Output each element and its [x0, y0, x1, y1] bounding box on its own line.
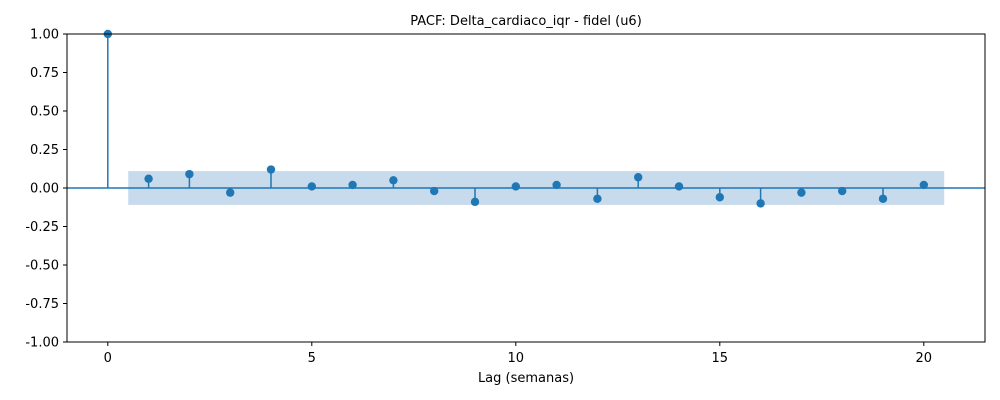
y-tick-label: 0.75 [30, 66, 59, 81]
x-tick-label-10: 10 [508, 351, 525, 366]
stem-marker-lag-8 [430, 186, 439, 196]
stem-marker-lag-12 [593, 194, 602, 203]
x-tick-label-5: 5 [308, 351, 316, 366]
stem-marker-lag-1 [144, 174, 153, 183]
y-ticks: -1.00 -0.75 -0.50 -0.25 0.00 0.25 0.50 0.75 1.00 [25, 28, 67, 351]
stem-marker-lag-14 [674, 182, 684, 191]
y-tick-label: -0.50 [25, 259, 59, 274]
stem-marker-lag-4 [266, 165, 276, 174]
x-ticks: 0 5 10 15 20 [104, 342, 932, 366]
x-tick-label-0: 0 [104, 351, 112, 366]
y-tick-label: -1.00 [25, 336, 59, 351]
y-tick-label: 0.00 [30, 182, 59, 197]
y-tick-label: 0.50 [30, 105, 59, 120]
y-tick-label: -0.25 [25, 220, 59, 235]
stem-marker-lag-11 [552, 180, 561, 190]
stem-marker-lag-13 [634, 173, 643, 182]
y-tick-label: -0.75 [25, 297, 59, 312]
stem-marker-lag-10 [511, 182, 520, 191]
stem-marker-lag-3 [226, 188, 235, 197]
stem-marker-lag-19 [878, 194, 888, 203]
y-tick-label: 0.25 [30, 143, 59, 158]
stem-marker-lag-18 [838, 186, 847, 196]
stem-marker-lag-20 [919, 180, 928, 190]
x-tick-label-15: 15 [712, 351, 729, 366]
stem-marker-lag-9 [470, 197, 480, 207]
stem-marker-lag-2 [185, 169, 194, 179]
stem-marker-lag-16 [756, 199, 765, 208]
stem-marker-lag-17 [797, 188, 806, 197]
stem-marker-lag-15 [715, 193, 724, 202]
stem-marker-lag-7 [389, 176, 398, 185]
chart-title: PACF: Delta_cardiaco_iqr - fidel (u6) [410, 14, 642, 29]
x-tick-label-20: 20 [916, 351, 933, 366]
x-axis-label: Lag (semanas) [478, 371, 574, 386]
y-tick-label: 1.00 [30, 28, 59, 43]
stem-marker-lag-6 [348, 180, 357, 190]
stem-marker-lag-5 [307, 182, 316, 191]
